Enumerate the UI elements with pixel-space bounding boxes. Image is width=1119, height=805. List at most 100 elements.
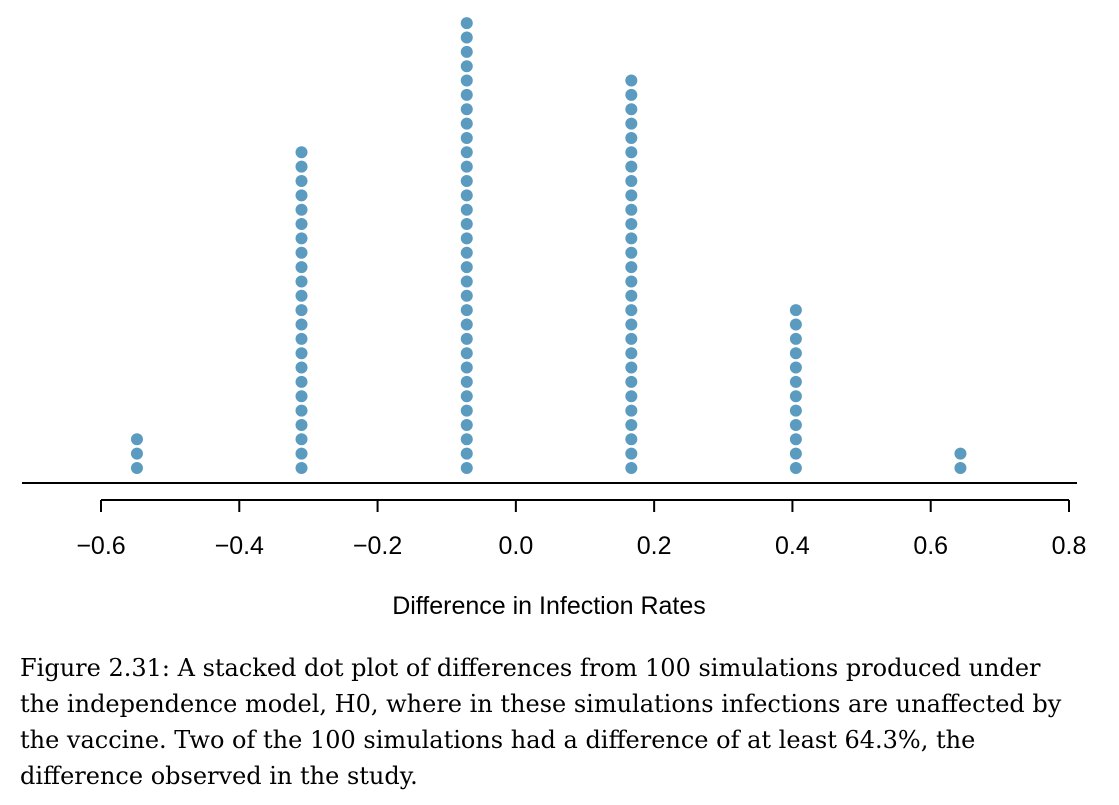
- data-dot: [460, 232, 473, 245]
- dot-plot-chart: −0.6 −0.4 −0.2 0.0 0.2 0.4 0.6 0.8 Difference i…: [22, 17, 1086, 620]
- data-dot: [295, 318, 308, 331]
- x-tick-label: −0.4: [215, 532, 264, 560]
- data-dot: [460, 261, 473, 274]
- data-dot: [460, 203, 473, 216]
- x-tick-label: 0.8: [1052, 532, 1087, 560]
- data-dot: [625, 117, 638, 130]
- data-dot: [625, 404, 638, 417]
- data-dot: [460, 246, 473, 259]
- data-dot: [625, 175, 638, 187]
- data-dot: [295, 160, 308, 173]
- data-dot: [460, 31, 473, 44]
- x-axis-ticks: −0.6 −0.4 −0.2 0.0 0.2 0.4 0.6 0.8: [76, 500, 1086, 560]
- data-dot: [789, 433, 802, 446]
- data-dot: [460, 318, 473, 331]
- data-dot: [954, 462, 967, 474]
- data-dot: [295, 203, 308, 216]
- data-dot: [460, 117, 473, 130]
- x-tick-label: 0.2: [637, 532, 672, 560]
- data-dot: [460, 218, 473, 231]
- data-dot: [295, 218, 308, 231]
- data-dot: [295, 462, 308, 474]
- dot-stacks: [130, 17, 967, 474]
- data-dot: [295, 246, 308, 259]
- data-dot: [789, 375, 802, 388]
- data-dot: [789, 418, 802, 431]
- data-dot: [789, 390, 802, 403]
- data-dot: [789, 332, 802, 345]
- data-dot: [295, 289, 308, 302]
- data-dot: [789, 361, 802, 374]
- data-dot: [295, 375, 308, 388]
- data-dot: [625, 160, 638, 173]
- data-dot: [460, 60, 473, 73]
- data-dot: [460, 131, 473, 144]
- data-dot: [625, 189, 638, 202]
- data-dot: [460, 275, 473, 288]
- data-dot: [625, 246, 638, 259]
- data-dot: [789, 404, 802, 417]
- data-dot: [625, 203, 638, 216]
- data-dot: [460, 175, 473, 187]
- data-dot: [295, 347, 308, 360]
- data-dot: [625, 390, 638, 403]
- x-axis-title: Difference in Infection Rates: [392, 592, 706, 620]
- data-dot: [130, 447, 143, 460]
- data-dot: [295, 390, 308, 403]
- data-dot: [295, 232, 308, 245]
- data-dot: [625, 146, 638, 159]
- data-dot: [295, 175, 308, 187]
- data-dot: [460, 304, 473, 317]
- data-dot: [625, 447, 638, 460]
- data-dot: [789, 318, 802, 331]
- data-dot: [295, 332, 308, 345]
- data-dot: [625, 232, 638, 245]
- data-dot: [130, 433, 143, 446]
- data-dot: [625, 289, 638, 302]
- data-dot: [625, 218, 638, 231]
- data-dot: [460, 390, 473, 403]
- figure-caption: Figure 2.31: A stacked dot plot of diffe…: [20, 654, 1062, 790]
- data-dot: [460, 160, 473, 173]
- data-dot: [460, 74, 473, 87]
- data-dot: [460, 88, 473, 101]
- data-dot: [295, 361, 308, 374]
- data-dot: [295, 261, 308, 274]
- data-dot: [460, 103, 473, 116]
- data-dot: [460, 289, 473, 302]
- x-tick-label: 0.0: [498, 532, 533, 560]
- data-dot: [625, 347, 638, 360]
- data-dot: [625, 103, 638, 116]
- data-dot: [295, 418, 308, 431]
- data-dot: [460, 418, 473, 431]
- data-dot: [460, 433, 473, 446]
- data-dot: [460, 332, 473, 345]
- data-dot: [789, 462, 802, 474]
- data-dot: [625, 275, 638, 288]
- data-dot: [460, 404, 473, 417]
- data-dot: [789, 347, 802, 360]
- data-dot: [460, 45, 473, 58]
- data-dot: [625, 462, 638, 474]
- data-dot: [460, 361, 473, 374]
- data-dot: [460, 447, 473, 460]
- data-dot: [460, 375, 473, 388]
- data-dot: [789, 304, 802, 317]
- data-dot: [295, 189, 308, 202]
- data-dot: [460, 17, 473, 30]
- data-dot: [625, 433, 638, 446]
- data-dot: [460, 189, 473, 202]
- data-dot: [625, 332, 638, 345]
- x-tick-label: 0.6: [913, 532, 948, 560]
- data-dot: [625, 318, 638, 331]
- x-tick-label: 0.4: [775, 532, 810, 560]
- data-dot: [295, 433, 308, 446]
- data-dot: [460, 462, 473, 474]
- data-dot: [625, 304, 638, 317]
- x-tick-label: −0.2: [353, 532, 402, 560]
- data-dot: [295, 447, 308, 460]
- data-dot: [625, 375, 638, 388]
- data-dot: [295, 304, 308, 317]
- data-dot: [954, 447, 967, 460]
- data-dot: [625, 74, 638, 87]
